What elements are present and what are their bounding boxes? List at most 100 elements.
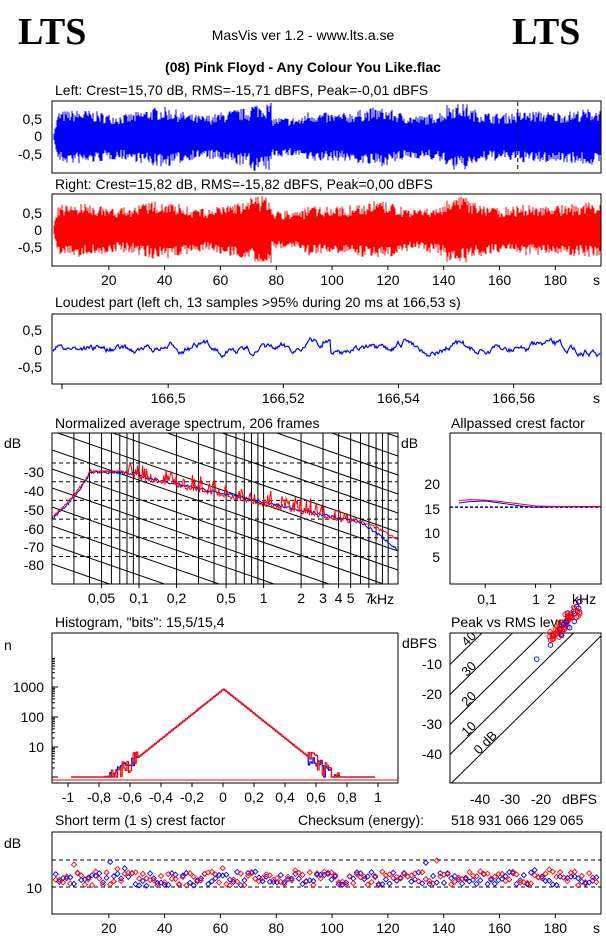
- shortterm-point: [299, 880, 306, 888]
- shortterm-point: [455, 876, 462, 883]
- shortterm-frame: [51, 831, 602, 915]
- peakrms-point: [568, 612, 575, 618]
- loudest-ytick-2: -0,5: [18, 359, 42, 375]
- st-xticks-label: 60: [213, 920, 229, 936]
- shortterm-point: [477, 877, 484, 884]
- peakrms-point: [560, 621, 567, 627]
- loudest-trace: [52, 336, 601, 359]
- shortterm-point: [469, 872, 477, 879]
- shortterm-point: [110, 873, 117, 880]
- shortterm-point: [332, 872, 339, 879]
- wfR-xticks-label: 20: [101, 272, 117, 288]
- allpassed-xtick-0: 0,1: [477, 591, 497, 607]
- shortterm-point: [132, 869, 139, 876]
- shortterm-point: [335, 881, 342, 888]
- wfR-xticks-label: 80: [268, 272, 284, 288]
- shortterm-point: [513, 871, 520, 878]
- shortterm-point: [542, 877, 549, 885]
- left-waveform-frame: [51, 100, 602, 174]
- peakrms-ylabel: dBFS: [402, 635, 437, 651]
- loudest-ytick-1: 0: [34, 342, 42, 358]
- shortterm-point: [386, 880, 393, 887]
- hg-xticks-label: 1: [374, 789, 382, 805]
- sp-xticks-label: 0,2: [167, 590, 187, 606]
- lp-xticks-unit: s: [593, 390, 600, 406]
- spectrum-ytick-5: -80: [24, 557, 44, 573]
- shortterm-point: [208, 868, 215, 875]
- shortterm-point: [502, 873, 509, 880]
- shortterm-point: [52, 870, 59, 878]
- spectrum-series: [51, 470, 399, 552]
- shortterm-ylabel: dB: [4, 835, 21, 851]
- st-xticks-label: 80: [268, 920, 284, 936]
- right-waveform-frame: [51, 193, 602, 267]
- shortterm-point: [237, 870, 244, 877]
- shortterm-point: [299, 871, 306, 878]
- spectrum-slope: [52, 468, 386, 584]
- spectrum-slope: [52, 544, 166, 584]
- peakrms-point: [562, 611, 568, 618]
- shortterm-point: [564, 878, 571, 885]
- spectrum-slope: [52, 506, 276, 584]
- shortterm-point: [234, 878, 241, 885]
- shortterm-point: [458, 880, 466, 887]
- left-ytick-1: 0: [34, 128, 42, 144]
- shortterm-point: [433, 879, 440, 886]
- shortterm-point: [531, 866, 538, 874]
- peakrms-diagonal-40: [450, 633, 483, 666]
- shortterm-point: [342, 881, 350, 888]
- peakrms-ytick-0: -10: [422, 656, 442, 672]
- histogram-ytick-0: 1000: [13, 679, 44, 695]
- shortterm-point: [281, 880, 288, 887]
- shortterm-point: [350, 879, 357, 887]
- shortterm-point: [560, 874, 567, 881]
- shortterm-point: [183, 869, 190, 877]
- shortterm-point: [306, 877, 313, 884]
- wfR-xticks-label: 100: [320, 272, 344, 288]
- peakrms-frame: [449, 632, 602, 784]
- shortterm-point: [371, 872, 379, 880]
- spectrum-slope: [275, 433, 398, 476]
- shortterm-point: [382, 876, 390, 883]
- left-waveform-chart: 0,5 0 -0,5: [18, 100, 602, 174]
- app-title: MasVis ver 1.2 - www.lts.a.se: [212, 27, 395, 43]
- shortterm-point: [371, 873, 379, 881]
- shortterm-point: [531, 872, 538, 879]
- shortterm-point: [136, 882, 143, 889]
- shortterm-point: [328, 869, 335, 876]
- shortterm-point: [179, 873, 186, 881]
- shortterm-point: [429, 872, 437, 880]
- shortterm-point: [146, 870, 154, 877]
- peakrms-point: [566, 624, 573, 631]
- shortterm-point: [67, 874, 74, 881]
- shortterm-point: [81, 881, 88, 888]
- logo-right: LTS: [512, 11, 580, 53]
- hg-xticks-label: 0,4: [275, 789, 295, 805]
- shortterm-point: [186, 870, 194, 877]
- shortterm-point: [408, 872, 415, 879]
- histogram-ylabel: n: [4, 637, 12, 653]
- shortterm-point: [176, 880, 183, 888]
- shortterm-ytick-0: 10: [26, 880, 42, 896]
- shortterm-point: [88, 872, 96, 879]
- lp-xticks-label: 166,56: [492, 390, 535, 406]
- shortterm-point: [154, 879, 161, 887]
- shortterm-point: [150, 877, 157, 884]
- shortterm-point: [553, 873, 560, 880]
- st-xticks-unit: s: [593, 920, 600, 936]
- shortterm-point: [157, 872, 165, 880]
- checksum-value: 518 931 066 129 065: [451, 812, 584, 828]
- wfR-xticks-label: 120: [376, 272, 400, 288]
- spectrum-frame: [51, 432, 399, 585]
- shortterm-point: [444, 870, 451, 878]
- shortterm-point: [99, 879, 107, 886]
- shortterm-point: [273, 874, 281, 882]
- histogram-chart: 1000 100 10 -1 -0,8 -0,6 -0,4 -0,2 0 0,2 0,4 0,6…: [13, 632, 399, 805]
- peakrms-point: [575, 599, 582, 605]
- peakrms-diagonal-0: [450, 635, 601, 783]
- shortterm-point: [549, 868, 556, 875]
- shortterm-point: [415, 869, 422, 876]
- shortterm-point: [361, 875, 368, 883]
- peakrms-point: [555, 620, 562, 627]
